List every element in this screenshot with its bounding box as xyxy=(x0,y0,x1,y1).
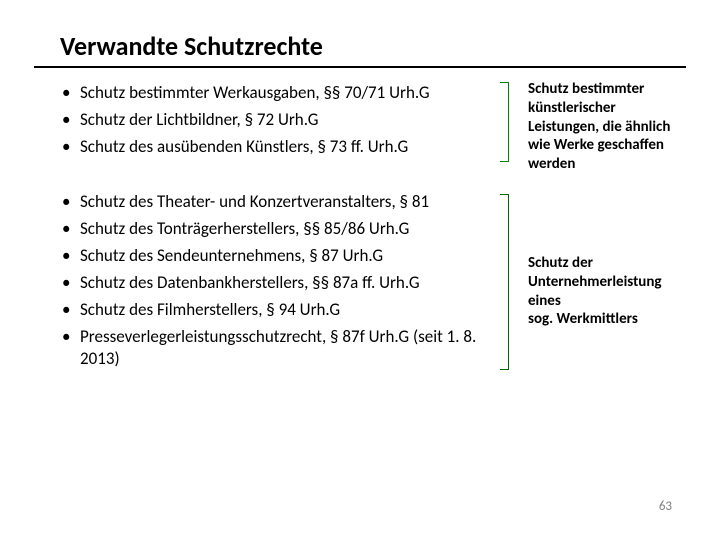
bracket-icon xyxy=(500,194,509,370)
list-item: Schutz der Lichtbildner, § 72 Urh.G xyxy=(60,109,490,132)
annotation-line: Unternehmerleistung xyxy=(528,273,683,292)
list-item: Schutz bestimmter Werkausgaben, §§ 70/71… xyxy=(60,82,490,105)
bullet-group-2: Schutz des Theater- und Konzertveranstal… xyxy=(60,191,490,372)
list-item: Schutz des Filmherstellers, § 94 Urh.G xyxy=(60,299,490,322)
page-number: 63 xyxy=(659,499,672,514)
list-item: Schutz des Datenbankherstellers, §§ 87a … xyxy=(60,272,490,295)
annotation-line: Leistungen, die ähnlich xyxy=(528,118,683,137)
annotation-line: werden xyxy=(528,155,683,174)
slide: Verwandte Schutzrechte Schutz bestimmter… xyxy=(0,0,720,540)
body-column: Schutz bestimmter Werkausgaben, §§ 70/71… xyxy=(60,82,490,375)
list-item: Schutz des ausübenden Künstlers, § 73 ff… xyxy=(60,136,490,159)
annotation-line: wie Werke geschaffen xyxy=(528,136,683,155)
bullet-group-1: Schutz bestimmter Werkausgaben, §§ 70/71… xyxy=(60,82,490,159)
page-title: Verwandte Schutzrechte xyxy=(60,30,323,62)
annotation-line: künstlerischer xyxy=(528,99,683,118)
annotation-group-1: Schutz bestimmter künstlerischer Leistun… xyxy=(528,80,683,174)
bracket-icon xyxy=(500,82,509,162)
list-item: Schutz des Tonträgerherstellers, §§ 85/8… xyxy=(60,218,490,241)
list-item: Presseverlegerleistungsschutzrecht, § 87… xyxy=(60,326,490,372)
list-item: Schutz des Sendeunternehmens, § 87 Urh.G xyxy=(60,245,490,268)
group-spacer xyxy=(60,163,490,191)
annotation-line: Schutz der xyxy=(528,254,683,273)
annotation-group-2: Schutz der Unternehmerleistung eines sog… xyxy=(528,254,683,329)
list-item: Schutz des Theater- und Konzertveranstal… xyxy=(60,191,490,214)
annotation-line: Schutz bestimmter xyxy=(528,80,683,99)
annotation-line: eines xyxy=(528,292,683,311)
title-underline xyxy=(34,66,686,68)
annotation-line: sog. Werkmittlers xyxy=(528,310,683,329)
